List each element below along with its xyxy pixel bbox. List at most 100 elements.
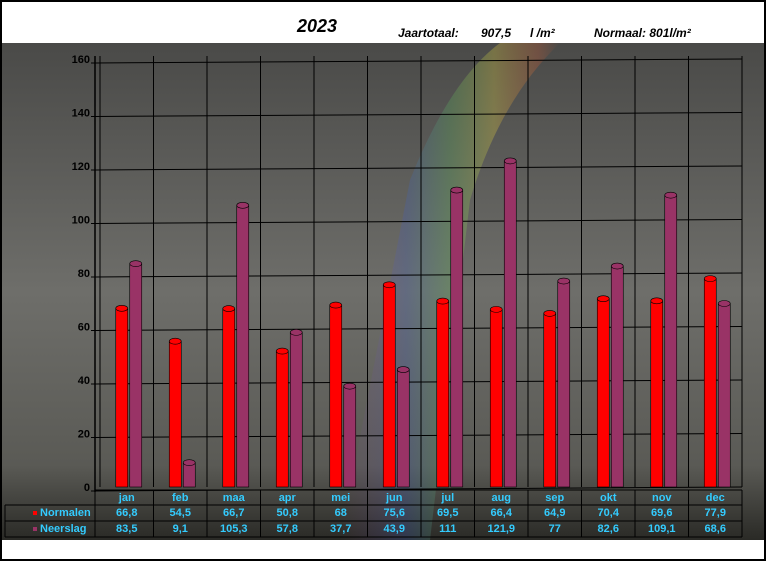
y-tick-label: 160 — [72, 54, 90, 66]
table-value: 121,9 — [487, 523, 515, 535]
grid-line — [94, 272, 743, 278]
bar — [717, 303, 731, 488]
x-tick-label: feb — [172, 492, 189, 504]
legend-marker — [33, 527, 37, 531]
bar-cap — [557, 277, 571, 285]
bar — [182, 462, 196, 488]
y-tick-label: 20 — [78, 428, 90, 440]
x-tick-label: okt — [600, 492, 617, 504]
bar — [382, 284, 396, 488]
bar-cap — [182, 459, 196, 466]
grid-line — [94, 326, 743, 331]
table-value: 69,6 — [651, 507, 672, 519]
bar-cap — [115, 305, 129, 312]
table-value: 69,5 — [437, 507, 458, 519]
x-tick-label: jan — [118, 492, 135, 504]
bar — [343, 385, 357, 488]
bar — [396, 369, 410, 488]
table-value: 43,9 — [384, 523, 405, 535]
x-tick-label: apr — [279, 492, 297, 504]
bar — [222, 308, 236, 488]
table-value: 83,5 — [116, 523, 137, 535]
bar-cap — [543, 310, 557, 317]
x-tick-label: jun — [385, 492, 403, 504]
bar — [289, 332, 303, 488]
bar — [596, 298, 610, 488]
total-value: 907,5 — [481, 26, 511, 40]
table-value: 105,3 — [220, 523, 248, 535]
bar-cap — [610, 262, 624, 270]
bar-cap — [222, 305, 236, 312]
y-tick-label: 120 — [72, 161, 90, 173]
bar — [436, 300, 450, 488]
table-value: 68,6 — [705, 523, 726, 535]
chart-title: 2023 — [296, 16, 337, 36]
legend-label: Neerslag — [40, 523, 86, 535]
bar-cap — [129, 260, 143, 267]
table-value: 82,6 — [598, 523, 619, 535]
bar — [557, 280, 571, 488]
table-value: 50,8 — [277, 507, 298, 519]
table-value: 66,8 — [116, 507, 137, 519]
bar-cap — [664, 191, 678, 199]
bar-cap — [382, 281, 396, 289]
bar — [236, 205, 250, 488]
bar-cap — [717, 300, 731, 307]
bar-cap — [329, 301, 343, 309]
y-tick-label: 140 — [72, 107, 90, 119]
x-tick-label: dec — [706, 492, 725, 504]
bar-cap — [396, 366, 410, 373]
table-value: 77 — [549, 523, 561, 535]
bar-cap — [436, 297, 450, 305]
bar-cap — [450, 186, 464, 194]
bar — [129, 263, 143, 488]
table-value: 37,7 — [330, 523, 351, 535]
bar-cap — [168, 337, 182, 345]
bar-cap — [275, 347, 289, 355]
y-tick-label: 80 — [78, 268, 90, 280]
table-value: 77,9 — [705, 507, 726, 519]
legend-label: Normalen — [40, 507, 91, 519]
x-tick-label: sep — [545, 492, 564, 504]
bar — [503, 160, 517, 488]
table-value: 109,1 — [648, 523, 676, 535]
grid-line — [94, 219, 743, 224]
table-value: 54,5 — [170, 507, 191, 519]
bar-cap — [703, 275, 717, 282]
total-unit: l /m² — [530, 26, 556, 40]
bar — [450, 189, 464, 488]
table-value: 111 — [439, 523, 456, 535]
x-tick-label: maa — [223, 492, 246, 504]
y-tick-label: 0 — [84, 482, 90, 494]
legend-marker — [33, 511, 37, 515]
table-value: 66,4 — [491, 507, 513, 519]
bar — [650, 300, 664, 488]
bar — [703, 278, 717, 488]
grid-line — [94, 433, 743, 438]
x-tick-label: mei — [331, 492, 350, 504]
x-tick-label: aug — [491, 492, 511, 504]
bar — [115, 308, 129, 488]
bar-cap — [489, 306, 503, 313]
y-tick-label: 100 — [72, 214, 90, 226]
bar-cap — [289, 329, 303, 336]
grid-line — [94, 112, 743, 117]
bar — [610, 265, 624, 488]
bar-cap — [343, 382, 357, 390]
bar-cap — [236, 202, 250, 209]
table-value: 64,9 — [544, 507, 565, 519]
table-value: 68 — [335, 507, 347, 519]
table-value: 70,4 — [598, 507, 620, 519]
bar-cap — [503, 157, 517, 165]
total-label: Jaartotaal: — [398, 26, 459, 40]
x-tick-label: nov — [652, 492, 672, 504]
bar — [275, 350, 289, 488]
normal-total: Normaal: 801l/m² — [594, 26, 692, 40]
x-tick-label: jul — [440, 492, 454, 504]
y-tick-label: 40 — [78, 375, 90, 387]
y-tick-label: 60 — [78, 321, 90, 333]
table-value: 57,8 — [277, 523, 298, 535]
grid-line — [94, 58, 743, 64]
bar — [168, 340, 182, 488]
